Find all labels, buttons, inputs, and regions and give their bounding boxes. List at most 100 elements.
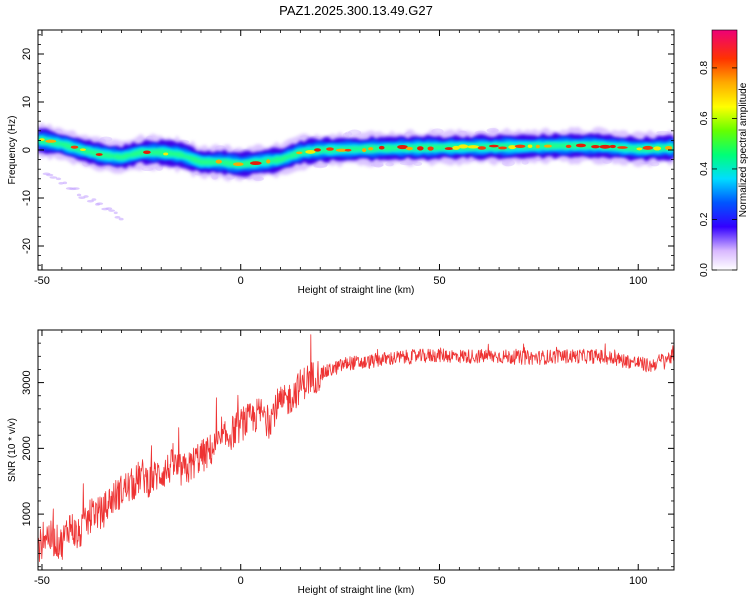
snr-y-tick-label: 1000 (21, 502, 33, 526)
spectrogram-hot-spot (609, 144, 616, 149)
spectrogram-hot-spot (664, 145, 673, 150)
spectrogram-y-tick-label: -10 (21, 190, 33, 206)
spectrogram-hot-spot (617, 146, 628, 149)
spectrogram-hot-spot (79, 148, 86, 152)
spectrogram-trail-blob (49, 176, 58, 179)
snr-x-label: Height of straight line (km) (298, 585, 415, 596)
spectrogram-hot-spot (417, 146, 424, 151)
spectrogram-trail-blob (55, 177, 62, 181)
colorbar-tick-label: 0.0 (699, 263, 710, 277)
spectrogram-hot-spot (45, 139, 57, 143)
colorbar-ticks: 0.0 0.2 0.4 0.6 0.8 (699, 61, 737, 277)
spectrogram-hot-spot (565, 144, 572, 149)
spectrogram-hot-spot (326, 147, 334, 151)
spectrogram-hot-spot (599, 144, 611, 149)
spectrogram-x-axis: -50 0 50 100 (34, 30, 659, 287)
spectrogram-trail-blob (86, 199, 94, 203)
spectrogram-trail-blob (72, 187, 80, 190)
spectrogram-trail-blob (96, 202, 104, 205)
spectrogram-hot-spot (266, 159, 271, 164)
spectrogram-hot-spot (405, 146, 413, 151)
figure-title: PAZ1.2025.300.13.49.G27 (279, 3, 433, 18)
snr-y-axis: 1000 2000 3000 (21, 329, 674, 568)
snr-x-tick-label: -50 (34, 575, 50, 587)
spectrogram-hot-spot (296, 151, 303, 155)
spectrogram-ridge (38, 122, 674, 182)
snr-x-tick-label: 50 (433, 575, 445, 587)
spectrogram-hot-spot (335, 148, 348, 152)
spectrogram-x-tick-label: 100 (629, 275, 647, 287)
spectrogram-hot-spot (653, 146, 662, 151)
spectrogram-hot-spot (163, 152, 169, 156)
spectrogram-trail-blob (83, 195, 89, 198)
snr-x-axis: -50 0 50 100 (34, 330, 659, 587)
spectrogram-trail-blob (105, 207, 113, 210)
spectrogram-hot-spot (305, 149, 316, 154)
spectrogram-hot-spot (508, 145, 517, 150)
snr-y-tick-label: 2000 (21, 436, 33, 460)
colorbar-tick-label: 0.2 (699, 212, 710, 226)
spectrogram-trail-blob (91, 198, 97, 201)
spectrogram-y-axis: 20 10 0 -10 -20 (21, 34, 674, 266)
spectrogram-hot-spot (249, 161, 262, 166)
colorbar-tick-label: 0.8 (699, 61, 710, 75)
spectrogram-hot-spot (514, 144, 526, 148)
spectrogram-x-label: Height of straight line (km) (298, 285, 415, 296)
spectrogram-y-tick-label: 20 (21, 48, 33, 60)
spectrogram-x-tick-label: -50 (34, 275, 50, 287)
spectrogram-x-tick-label: 0 (238, 275, 244, 287)
spectrogram-hot-spot (477, 146, 487, 150)
snr-series-line (38, 334, 674, 562)
spectrogram-band-green (38, 137, 674, 168)
spectrogram-hot-spot (215, 159, 222, 164)
spectrogram-hot-spot (636, 147, 643, 151)
spectrogram-hot-spot (467, 145, 480, 149)
snr-x-tick-label: 0 (238, 575, 244, 587)
spectrogram-hot-spot (143, 150, 151, 155)
spectrogram-hot-spot (70, 145, 79, 149)
colorbar-gradient (712, 30, 737, 270)
spectrogram-hot-spot (232, 162, 244, 167)
snr-y-label: SNR (10 * v/v) (7, 418, 18, 482)
colorbar-tick-label: 0.4 (699, 162, 710, 176)
colorbar-label: Normalized spectral amplitude (738, 82, 749, 217)
spectrogram-y-tick-label: 0 (21, 147, 33, 153)
snr-y-tick-label: 3000 (21, 370, 33, 394)
spectrogram-hot-spot (458, 144, 469, 149)
snr-x-tick-label: 100 (629, 575, 647, 587)
spectrogram-hot-spot (95, 153, 103, 156)
spectrogram-trail-blob (45, 173, 54, 177)
spectrogram-y-label: Frequency (Hz) (7, 116, 18, 185)
spectrogram-hot-spot (427, 146, 434, 151)
snr-panel: -50 0 50 100 1000 2000 3000 Height of straigh… (7, 329, 675, 596)
spectrogram-hot-spot (498, 146, 507, 150)
spectrogram-hot-spot (314, 148, 321, 152)
spectrogram-hot-spot (397, 144, 408, 150)
colorbar-tick-label: 0.6 (699, 111, 710, 125)
spectrogram-y-tick-label: 10 (21, 96, 33, 108)
spectrogram-hot-spot (378, 145, 385, 150)
spectrogram-hot-spot (488, 144, 499, 148)
spectrogram-hot-spot (444, 147, 454, 151)
spectrogram-x-tick-label: 50 (433, 275, 445, 287)
spectrogram-hot-spot (344, 148, 352, 152)
spectrogram-trail-blob (108, 209, 115, 212)
spectrogram-trail-blob (76, 193, 82, 197)
spectrogram-hot-spot (527, 144, 533, 148)
spectrogram-hot-spot (362, 148, 367, 153)
spectrogram-hot-spot (368, 147, 374, 151)
spectrogram-hot-spot (591, 145, 600, 149)
spectrogram-trail-blob (114, 216, 121, 219)
spectrogram-hot-spot (535, 144, 540, 149)
spectrogram-hot-spot (544, 144, 552, 148)
spectrogram-hot-spot (452, 145, 460, 150)
snr-frame (37, 329, 675, 571)
colorbar-frame (711, 29, 738, 271)
spectrogram-y-tick-label: -20 (21, 238, 33, 254)
spectrogram-trail-blob (118, 217, 124, 221)
spectrogram-trail-blob (113, 211, 118, 215)
colorbar: 0.0 0.2 0.4 0.6 0.8 Normalized spectral ampl… (699, 29, 749, 277)
spectrogram-noise-blob (656, 130, 670, 134)
spectrogram-hot-spot (642, 145, 654, 150)
